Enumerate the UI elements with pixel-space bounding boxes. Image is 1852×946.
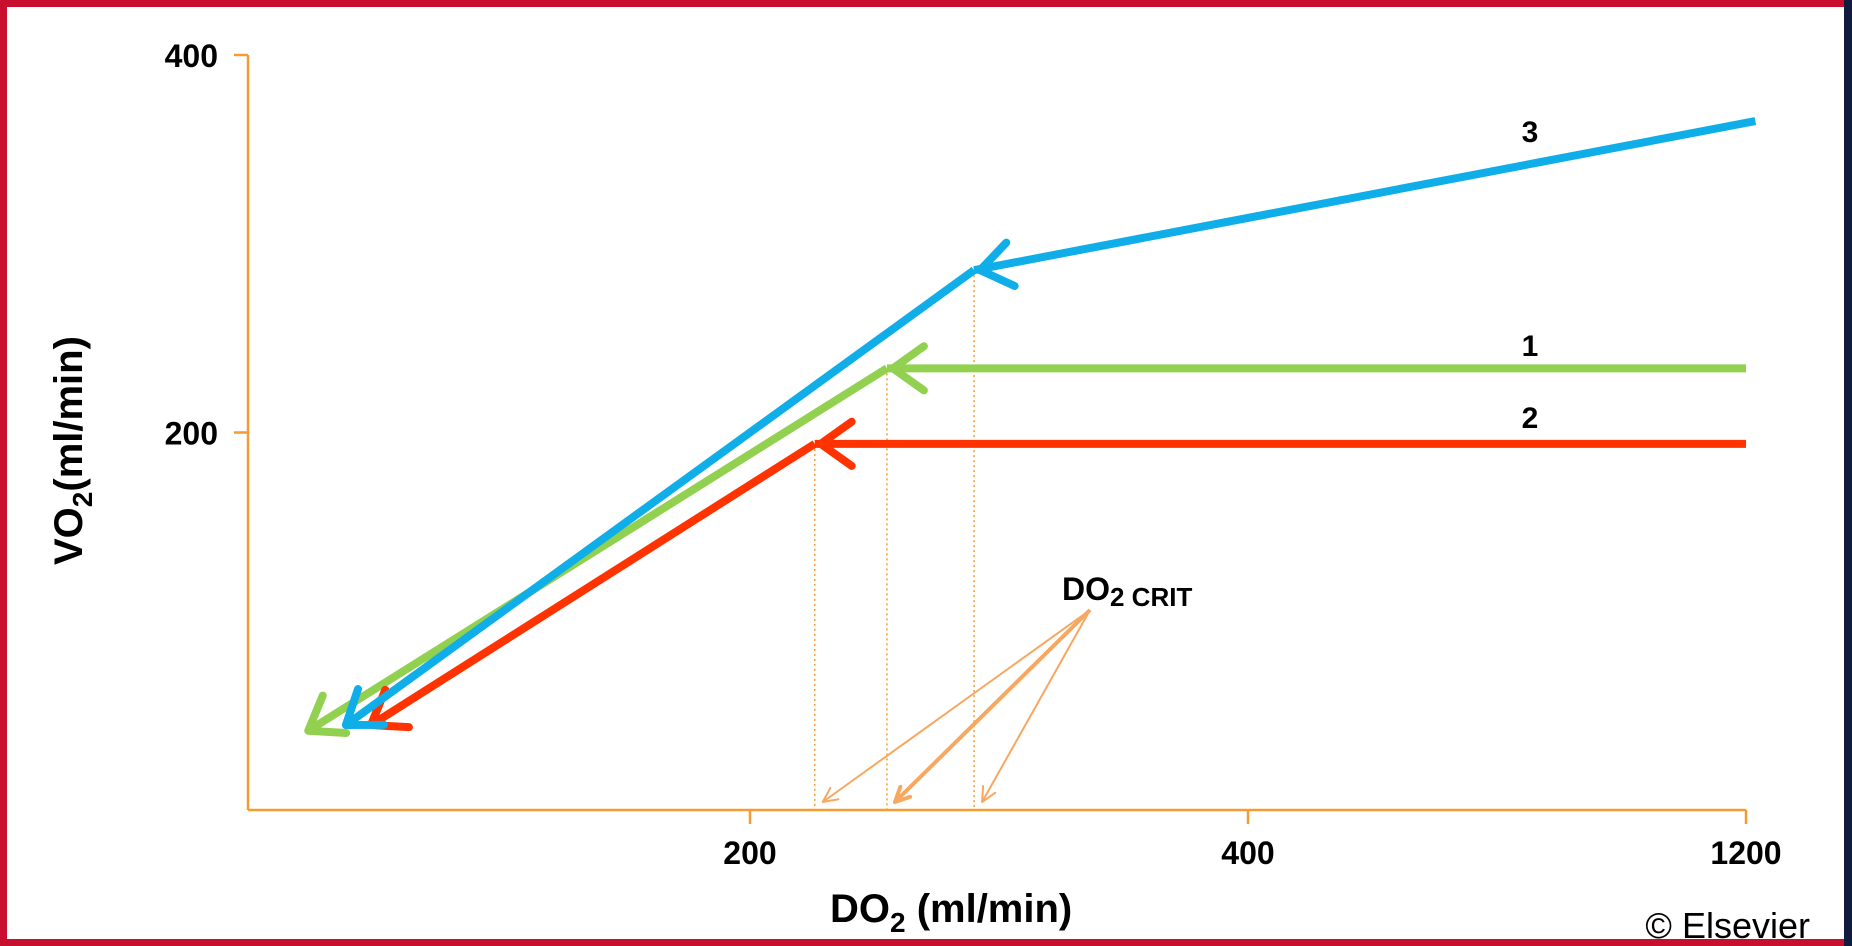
y-axis-title-rest: (ml/min)	[47, 336, 91, 492]
do2-crit-main: DO	[1062, 571, 1110, 607]
do2-crit-subscript: 2 CRIT	[1110, 582, 1192, 612]
annotation-pointer-head	[892, 784, 913, 804]
annotation-pointer	[893, 608, 1092, 804]
axes	[234, 53, 1748, 824]
annotation-pointer-head	[981, 785, 997, 803]
slide-edge	[1844, 0, 1852, 946]
x-tick-label: 1200	[1710, 835, 1781, 871]
y-tick-label: 400	[165, 38, 218, 74]
series-label-3: 3	[1522, 116, 1539, 149]
series-arrowhead	[888, 342, 928, 395]
annotation-pointers	[821, 608, 1092, 804]
x-axis-title-main: DO	[830, 887, 890, 931]
y-tick-label: 200	[165, 416, 218, 452]
x-axis-title-subscript: 2	[890, 907, 906, 938]
series-label-2: 2	[1522, 402, 1539, 435]
y-axis-title-main: VO	[47, 507, 91, 565]
annotation-pointer-head	[821, 786, 840, 803]
series-arrowhead	[304, 691, 351, 738]
do2-crit-annotation: DO2 CRIT	[1062, 571, 1192, 612]
copyright-notice: © Elsevier	[1645, 905, 1810, 946]
series-segment	[368, 440, 817, 729]
series-2	[368, 439, 1746, 729]
annotation-pointer	[981, 609, 1091, 803]
series-arrowhead	[341, 685, 388, 730]
x-axis-title-rest: (ml/min)	[906, 887, 1073, 931]
series-layer	[304, 117, 1757, 738]
x-tick-label: 200	[723, 835, 776, 871]
series-3	[343, 117, 1757, 729]
series-arrowhead	[816, 417, 856, 470]
series-label-1: 1	[1522, 330, 1539, 363]
y-axis-title: VO2(ml/min)	[47, 336, 98, 565]
x-tick-label: 400	[1221, 835, 1274, 871]
series-segment	[343, 266, 977, 729]
series-arrowhead	[976, 238, 1019, 291]
y-axis-title-subscript: 2	[67, 492, 98, 508]
series-1	[306, 364, 1746, 735]
critical-drop-lines	[813, 270, 975, 810]
x-axis-title: DO2 (ml/min)	[830, 887, 1072, 938]
series-segment	[973, 117, 1757, 275]
series-segment	[306, 364, 890, 735]
annotation-pointer	[822, 609, 1091, 803]
